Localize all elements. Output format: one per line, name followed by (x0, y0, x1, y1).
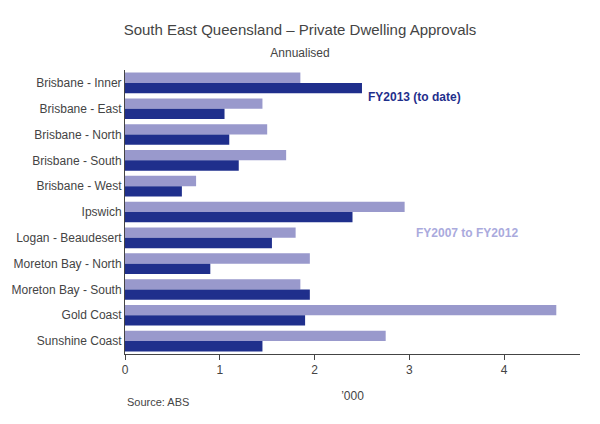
svg-text:South East Queensland – Privat: South East Queensland – Private Dwelling… (124, 21, 477, 38)
svg-text:0: 0 (122, 363, 129, 377)
svg-text:Ipswich: Ipswich (82, 205, 122, 219)
svg-text:4: 4 (501, 363, 508, 377)
svg-text:3: 3 (406, 363, 413, 377)
svg-text:Moreton Bay - South: Moreton Bay - South (12, 283, 122, 297)
svg-text:2: 2 (311, 363, 318, 377)
svg-text:Sunshine Coast: Sunshine Coast (37, 334, 122, 348)
svg-text:’000: ’000 (341, 389, 364, 403)
svg-text:Logan - Beaudesert: Logan - Beaudesert (16, 231, 122, 245)
svg-text:Gold Coast: Gold Coast (62, 308, 123, 322)
svg-text:Brisbane - East: Brisbane - East (40, 102, 123, 116)
svg-text:1: 1 (216, 363, 223, 377)
svg-text:FY2007 to FY2012: FY2007 to FY2012 (416, 226, 518, 240)
svg-text:Brisbane - South: Brisbane - South (32, 154, 121, 168)
svg-text:Brisbane - North: Brisbane - North (34, 128, 121, 142)
svg-text:Brisbane - West: Brisbane - West (36, 179, 122, 193)
svg-text:Moreton Bay - North: Moreton Bay - North (14, 257, 122, 271)
svg-text:FY2013 (to date): FY2013 (to date) (368, 90, 461, 104)
svg-text:Source: ABS: Source: ABS (127, 396, 189, 408)
svg-text:Annualised: Annualised (270, 46, 329, 60)
svg-text:Brisbane - Inner: Brisbane - Inner (36, 76, 121, 90)
